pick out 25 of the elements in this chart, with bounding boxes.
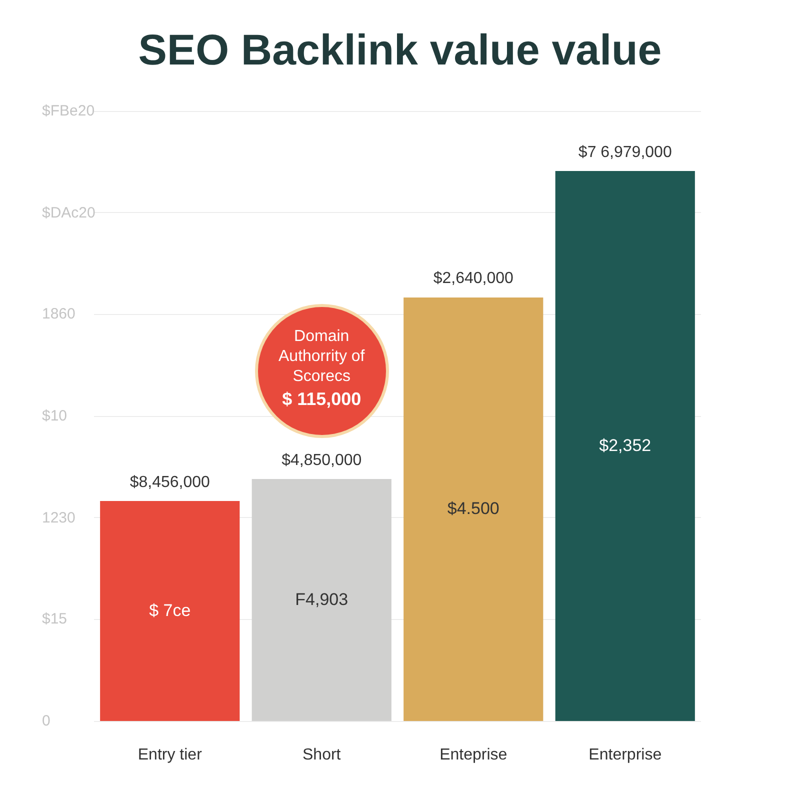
text: 1860: [42, 306, 76, 323]
annotation: $DAc20: [42, 204, 96, 222]
annotation: F4,903: [295, 590, 348, 610]
annotation: Domain Authorrity of Scorecs $ 115,000: [278, 326, 365, 409]
bar: [252, 478, 392, 721]
annotation: $4.500: [447, 499, 500, 520]
text: $15: [42, 610, 68, 628]
x-tick-label: Short: [302, 746, 342, 764]
bar: [555, 170, 695, 721]
text: 0: [42, 712, 50, 730]
annotation: $2,352: [599, 436, 652, 456]
annotation: $4,850,000: [282, 452, 362, 470]
x-tick-label: Entry tier: [138, 746, 203, 764]
x-tick-label: Enteprise: [440, 746, 508, 764]
bar: [100, 500, 240, 721]
annotation: $8,456,000: [130, 474, 210, 492]
bar: [404, 297, 544, 721]
x-tick-label: Enterprise: [588, 746, 662, 764]
annotation: $7 6,979,000: [578, 144, 672, 162]
chart-title: SEO Backlink value value: [138, 26, 662, 74]
text: 1230: [42, 509, 76, 526]
text: $10: [42, 408, 68, 424]
text: $FBe20: [42, 102, 95, 120]
annotation: $ 7ce: [149, 600, 191, 621]
annotation: $2,640,000: [433, 270, 514, 288]
